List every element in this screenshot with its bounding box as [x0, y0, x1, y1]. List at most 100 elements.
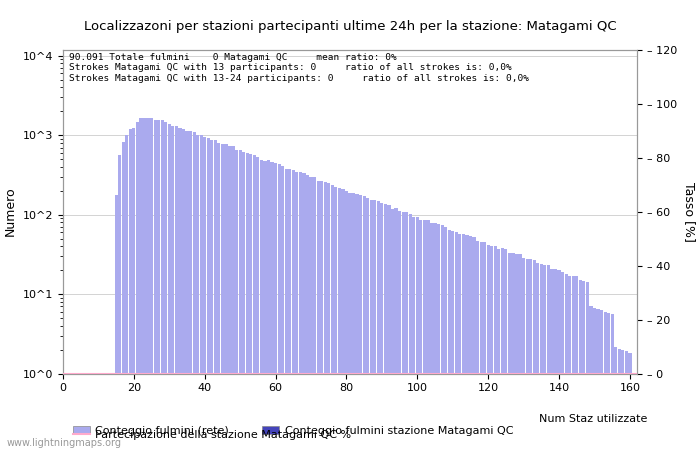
- Bar: [391, 209, 394, 450]
- Bar: [285, 169, 288, 450]
- Bar: [175, 126, 178, 450]
- Bar: [522, 258, 525, 450]
- Bar: [469, 236, 472, 450]
- Bar: [172, 126, 174, 450]
- Bar: [575, 276, 578, 450]
- Bar: [281, 166, 284, 450]
- Bar: [476, 241, 479, 450]
- Bar: [306, 175, 309, 450]
- Bar: [263, 161, 267, 450]
- Bar: [423, 220, 426, 450]
- Bar: [274, 163, 277, 450]
- Bar: [327, 183, 330, 450]
- Bar: [629, 353, 631, 450]
- Bar: [405, 212, 408, 450]
- Bar: [76, 374, 79, 450]
- Bar: [235, 150, 238, 450]
- Bar: [182, 129, 185, 450]
- Bar: [596, 309, 600, 450]
- Bar: [270, 162, 274, 450]
- Bar: [132, 127, 136, 450]
- Bar: [86, 374, 90, 450]
- Bar: [419, 220, 423, 450]
- Bar: [440, 225, 444, 450]
- Bar: [447, 230, 451, 450]
- Bar: [302, 173, 305, 450]
- Bar: [125, 135, 128, 450]
- Bar: [90, 374, 93, 450]
- Legend: Conteggio fulmini (rete), Conteggio fulmini stazione Matagami QC: Conteggio fulmini (rete), Conteggio fulm…: [69, 421, 517, 440]
- Bar: [494, 246, 497, 450]
- Bar: [568, 276, 571, 450]
- Bar: [260, 160, 263, 450]
- Bar: [122, 142, 125, 450]
- Bar: [228, 146, 231, 450]
- Bar: [412, 216, 415, 450]
- Bar: [69, 374, 71, 450]
- Bar: [572, 276, 575, 450]
- Bar: [146, 118, 150, 450]
- Bar: [111, 374, 114, 450]
- Bar: [150, 118, 153, 450]
- Bar: [490, 246, 493, 450]
- Bar: [203, 137, 206, 450]
- Bar: [561, 272, 564, 450]
- Bar: [323, 182, 327, 450]
- Bar: [313, 177, 316, 450]
- Bar: [536, 263, 540, 450]
- Bar: [178, 128, 181, 450]
- Bar: [547, 266, 550, 450]
- Bar: [593, 308, 596, 450]
- Bar: [497, 249, 500, 450]
- Bar: [398, 211, 401, 450]
- Bar: [256, 157, 260, 450]
- Bar: [309, 177, 313, 450]
- Bar: [299, 171, 302, 450]
- Text: 90.091 Totale fulmini    0 Matagami QC     mean ratio: 0%
Strokes Matagami QC wi: 90.091 Totale fulmini 0 Matagami QC mean…: [69, 53, 528, 82]
- Bar: [607, 313, 610, 450]
- Bar: [352, 193, 355, 450]
- Bar: [93, 374, 97, 450]
- Bar: [249, 154, 253, 450]
- Bar: [515, 254, 518, 450]
- Bar: [462, 234, 465, 450]
- Bar: [500, 248, 504, 450]
- Bar: [529, 259, 532, 450]
- Bar: [160, 120, 164, 450]
- Bar: [600, 310, 603, 450]
- Bar: [168, 124, 171, 450]
- Bar: [366, 198, 370, 450]
- Bar: [564, 274, 568, 450]
- Bar: [72, 374, 75, 450]
- Bar: [387, 205, 391, 450]
- Bar: [104, 374, 107, 450]
- Bar: [83, 374, 86, 450]
- Bar: [193, 132, 196, 450]
- Bar: [373, 200, 377, 450]
- Bar: [504, 249, 508, 450]
- Bar: [540, 264, 543, 450]
- Bar: [621, 350, 624, 450]
- Bar: [483, 242, 486, 450]
- Bar: [242, 152, 245, 450]
- Bar: [199, 135, 203, 450]
- Bar: [508, 253, 511, 450]
- Bar: [554, 269, 557, 450]
- Bar: [603, 312, 607, 450]
- Bar: [210, 140, 214, 450]
- Bar: [480, 242, 483, 450]
- Bar: [330, 185, 334, 450]
- Bar: [277, 164, 281, 450]
- Bar: [473, 237, 475, 450]
- Bar: [579, 280, 582, 450]
- Bar: [97, 374, 100, 450]
- Bar: [232, 146, 235, 450]
- Y-axis label: Tasso [%]: Tasso [%]: [683, 181, 696, 242]
- Bar: [617, 349, 621, 450]
- Bar: [377, 201, 380, 450]
- Bar: [356, 194, 358, 450]
- Bar: [625, 351, 628, 450]
- Bar: [437, 225, 440, 450]
- Bar: [455, 232, 458, 450]
- Bar: [129, 129, 132, 450]
